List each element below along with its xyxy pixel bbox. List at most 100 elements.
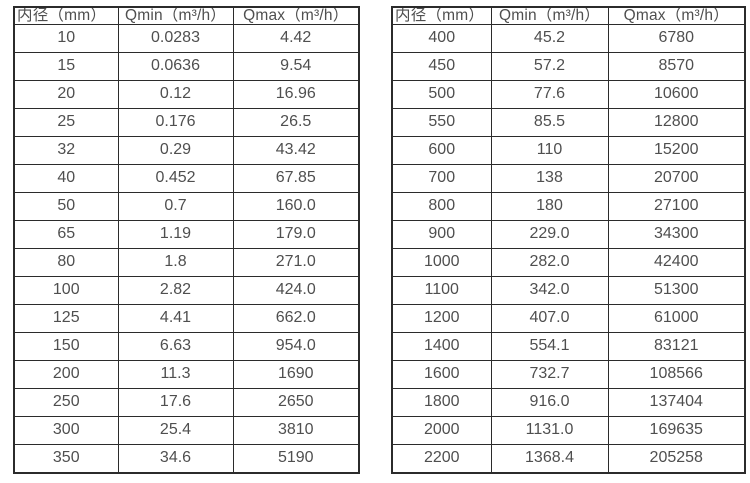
table-cell: 4.42 <box>232 23 360 53</box>
table-cell: 1100 <box>391 275 492 305</box>
table-cell: 350 <box>13 443 119 474</box>
table-cell: 179.0 <box>232 219 360 249</box>
table-row: 450 57.2 8570 <box>391 51 746 81</box>
table-header: 内径（mm） Qmin（m³/h） Qmax（m³/h） <box>13 6 360 25</box>
table-row: 40 0.452 67.85 <box>13 163 360 193</box>
table-cell: 77.6 <box>490 79 609 109</box>
table-cell: 137404 <box>607 387 746 417</box>
table-row: 2200 1368.4 205258 <box>391 443 746 474</box>
table-cell: 2000 <box>391 415 492 445</box>
table-row: 1100 342.0 51300 <box>391 275 746 305</box>
table-cell: 40 <box>13 163 119 193</box>
table-cell: 150 <box>13 331 119 361</box>
table-row: 200 11.3 1690 <box>13 359 360 389</box>
table-cell: 160.0 <box>232 191 360 221</box>
table-cell: 1400 <box>391 331 492 361</box>
table-cell: 20 <box>13 79 119 109</box>
table-cell: 800 <box>391 191 492 221</box>
table-header: 内径（mm） Qmin（m³/h） Qmax（m³/h） <box>391 6 746 25</box>
table-cell: 11.3 <box>117 359 234 389</box>
table-cell: 700 <box>391 163 492 193</box>
table-cell: 407.0 <box>490 303 609 333</box>
table-row: 2000 1131.0 169635 <box>391 415 746 445</box>
table-cell: 67.85 <box>232 163 360 193</box>
table-row: 25 0.176 26.5 <box>13 107 360 137</box>
table-row: 400 45.2 6780 <box>391 23 746 53</box>
table-cell: 51300 <box>607 275 746 305</box>
table-cell: 5190 <box>232 443 360 474</box>
table-cell: 916.0 <box>490 387 609 417</box>
table-cell: 500 <box>391 79 492 109</box>
table-cell: 3810 <box>232 415 360 445</box>
table-cell: 16.96 <box>232 79 360 109</box>
table-cell: 10600 <box>607 79 746 109</box>
table-cell: 229.0 <box>490 219 609 249</box>
table-row: 300 25.4 3810 <box>13 415 360 445</box>
table-cell: 450 <box>391 51 492 81</box>
header-row: 内径（mm） Qmin（m³/h） Qmax（m³/h） <box>391 6 746 25</box>
table-cell: 25.4 <box>117 415 234 445</box>
table-cell: 1.19 <box>117 219 234 249</box>
table-row: 80 1.8 271.0 <box>13 247 360 277</box>
table-cell: 32 <box>13 135 119 165</box>
table-cell: 65 <box>13 219 119 249</box>
table-row: 100 2.82 424.0 <box>13 275 360 305</box>
table-cell: 10 <box>13 23 119 53</box>
table-cell: 1800 <box>391 387 492 417</box>
table-row: 1800 916.0 137404 <box>391 387 746 417</box>
table-cell: 300 <box>13 415 119 445</box>
table-cell: 0.7 <box>117 191 234 221</box>
table-row: 500 77.6 10600 <box>391 79 746 109</box>
header-cell: Qmax（m³/h） <box>607 6 746 25</box>
table-cell: 600 <box>391 135 492 165</box>
table-cell: 0.0636 <box>117 51 234 81</box>
table-cell: 205258 <box>607 443 746 474</box>
table-cell: 8570 <box>607 51 746 81</box>
table-cell: 180 <box>490 191 609 221</box>
table-row: 10 0.0283 4.42 <box>13 23 360 53</box>
table-cell: 250 <box>13 387 119 417</box>
table-row: 1400 554.1 83121 <box>391 331 746 361</box>
table-cell: 1600 <box>391 359 492 389</box>
flow-rate-table-large-diameter: 内径（mm） Qmin（m³/h） Qmax（m³/h） 400 45.2 6780 45… <box>391 6 746 474</box>
table-row: 15 0.0636 9.54 <box>13 51 360 81</box>
table-row: 1000 282.0 42400 <box>391 247 746 277</box>
table-cell: 550 <box>391 107 492 137</box>
table-cell: 400 <box>391 23 492 53</box>
table-row: 800 180 27100 <box>391 191 746 221</box>
table-cell: 1.8 <box>117 247 234 277</box>
header-cell: Qmax（m³/h） <box>232 6 360 25</box>
table-cell: 25 <box>13 107 119 137</box>
table-cell: 83121 <box>607 331 746 361</box>
table-cell: 900 <box>391 219 492 249</box>
table-row: 125 4.41 662.0 <box>13 303 360 333</box>
table-cell: 26.5 <box>232 107 360 137</box>
table-cell: 27100 <box>607 191 746 221</box>
table-row: 700 138 20700 <box>391 163 746 193</box>
table-cell: 1368.4 <box>490 443 609 474</box>
table-cell: 100 <box>13 275 119 305</box>
table-row: 65 1.19 179.0 <box>13 219 360 249</box>
table-row: 150 6.63 954.0 <box>13 331 360 361</box>
table-row: 350 34.6 5190 <box>13 443 360 474</box>
table-cell: 15200 <box>607 135 746 165</box>
table-cell: 43.42 <box>232 135 360 165</box>
table-cell: 80 <box>13 247 119 277</box>
table-cell: 554.1 <box>490 331 609 361</box>
table-cell: 1000 <box>391 247 492 277</box>
flow-rate-table-small-diameter: 内径（mm） Qmin（m³/h） Qmax（m³/h） 10 0.0283 4.42 1… <box>13 6 360 474</box>
table-cell: 4.41 <box>117 303 234 333</box>
table-cell: 17.6 <box>117 387 234 417</box>
table-cell: 0.0283 <box>117 23 234 53</box>
table-cell: 169635 <box>607 415 746 445</box>
table-cell: 138 <box>490 163 609 193</box>
table-cell: 110 <box>490 135 609 165</box>
table-row: 600 110 15200 <box>391 135 746 165</box>
table-cell: 271.0 <box>232 247 360 277</box>
table-cell: 57.2 <box>490 51 609 81</box>
table-cell: 15 <box>13 51 119 81</box>
table-cell: 6780 <box>607 23 746 53</box>
table-cell: 0.12 <box>117 79 234 109</box>
table-row: 1600 732.7 108566 <box>391 359 746 389</box>
